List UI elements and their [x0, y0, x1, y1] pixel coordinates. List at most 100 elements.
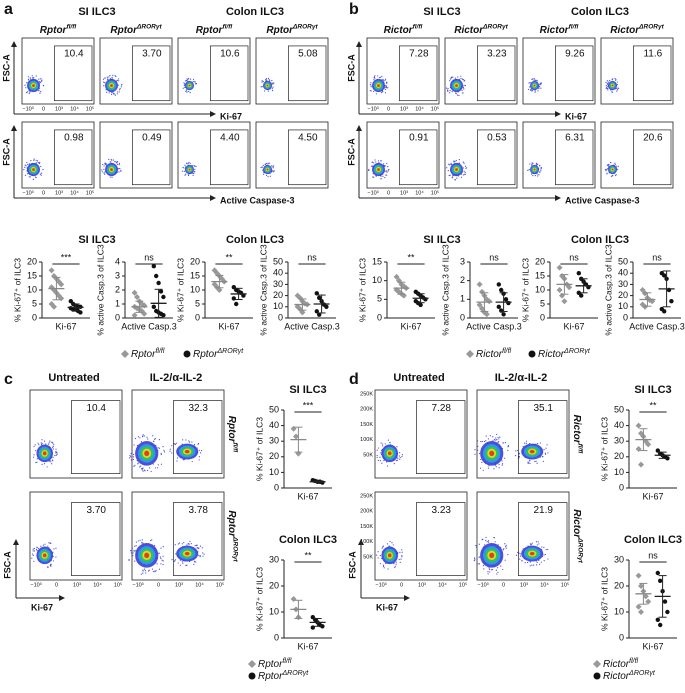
- event-dot: [395, 563, 397, 565]
- event-dot: [460, 77, 462, 80]
- event-dot: [109, 75, 111, 77]
- y-tick-label: 5: [195, 298, 200, 308]
- genotype-base: Rptor: [196, 25, 224, 36]
- event-dot: [526, 561, 529, 564]
- event-dot: [453, 160, 455, 162]
- event-dot: [515, 450, 517, 452]
- event-dot: [133, 549, 135, 551]
- event-dot: [495, 466, 497, 468]
- event-dot: [132, 554, 134, 557]
- density-contour: [387, 451, 392, 456]
- event-dot: [25, 165, 27, 167]
- flow-tick-label: 50K: [363, 452, 373, 458]
- event-dot: [461, 92, 464, 94]
- event-dot: [398, 558, 400, 561]
- data-point: [579, 293, 584, 298]
- event-dot: [529, 462, 531, 465]
- gate-value: 20.6: [643, 133, 663, 144]
- event-dot: [271, 80, 273, 82]
- event-dot: [174, 544, 176, 546]
- event-dot: [52, 460, 54, 462]
- event-dot: [525, 440, 528, 442]
- event-dot: [547, 558, 549, 560]
- data-point: [501, 312, 506, 317]
- flow-tick-label: 200K: [360, 407, 373, 413]
- genotype-sup: ΔRORγt: [482, 23, 508, 30]
- event-dot: [154, 438, 157, 440]
- genotype-label: RptorΔRORγt: [110, 23, 162, 35]
- event-dot: [497, 571, 499, 573]
- y-tick-label: 4: [115, 256, 120, 266]
- genotype-sup: fl/fl: [577, 444, 584, 454]
- event-dot: [128, 559, 130, 561]
- event-dot: [112, 92, 115, 95]
- event-dot: [27, 163, 29, 165]
- flow-plot-frame: [131, 389, 225, 479]
- event-dot: [481, 461, 483, 463]
- event-dot: [110, 158, 112, 160]
- y-axis-label: % Ki-67⁺ of ILC3: [12, 258, 22, 322]
- event-dot: [103, 165, 105, 167]
- event-dot: [133, 465, 135, 468]
- density-contour: [184, 551, 190, 556]
- event-dot: [187, 543, 189, 545]
- gate-value: 3.78: [189, 505, 209, 516]
- event-dot: [183, 541, 185, 544]
- sig-label: ***: [61, 252, 72, 262]
- event-dot: [33, 158, 35, 160]
- sig-label: ns: [307, 252, 317, 262]
- column-header: Untreated: [48, 372, 99, 384]
- flow-plot-frame: [21, 121, 95, 189]
- event-dot: [616, 89, 619, 91]
- legend-base: Rictor: [603, 659, 630, 670]
- event-dot: [121, 83, 123, 86]
- event-dot: [462, 167, 464, 169]
- event-dot: [373, 162, 375, 164]
- event-dot: [176, 457, 179, 459]
- event-dot: [52, 456, 54, 458]
- event-dot: [379, 563, 382, 565]
- event-dot: [103, 168, 105, 170]
- event-dot: [186, 91, 188, 93]
- event-dot: [160, 452, 162, 454]
- event-dot: [533, 79, 535, 81]
- event-dot: [267, 90, 269, 92]
- density-contour: [387, 553, 392, 558]
- event-dot: [272, 171, 275, 173]
- event-dot: [118, 91, 120, 93]
- event-dot: [185, 79, 188, 82]
- event-dot: [195, 83, 197, 85]
- event-dot: [384, 88, 386, 90]
- event-dot: [186, 544, 188, 546]
- event-dot: [35, 449, 37, 452]
- event-dot: [485, 435, 487, 437]
- event-dot: [181, 561, 184, 563]
- event-dot: [540, 167, 542, 170]
- event-dot: [493, 468, 495, 470]
- data-point: [662, 309, 667, 314]
- flow-x-label: Ki-67: [565, 111, 587, 121]
- event-dot: [104, 82, 106, 84]
- event-dot: [199, 452, 202, 454]
- event-dot: [474, 453, 476, 455]
- event-dot: [451, 176, 454, 178]
- event-dot: [386, 543, 389, 545]
- flow-tick-label: −10³: [22, 106, 33, 112]
- event-dot: [132, 456, 135, 458]
- event-dot: [143, 435, 145, 437]
- chart-title: Colon ILC3: [226, 234, 284, 246]
- event-dot: [179, 564, 181, 566]
- event-dot: [449, 78, 452, 80]
- event-dot: [101, 169, 103, 171]
- event-dot: [152, 435, 154, 437]
- event-dot: [480, 458, 482, 461]
- event-dot: [203, 553, 205, 555]
- y-tick-label: 40: [269, 420, 279, 430]
- gate-value: 4.40: [220, 133, 240, 144]
- event-dot: [387, 170, 389, 172]
- event-dot: [160, 453, 162, 456]
- event-dot: [460, 75, 462, 77]
- event-dot: [449, 174, 451, 176]
- gate: [132, 129, 171, 186]
- event-dot: [40, 165, 42, 168]
